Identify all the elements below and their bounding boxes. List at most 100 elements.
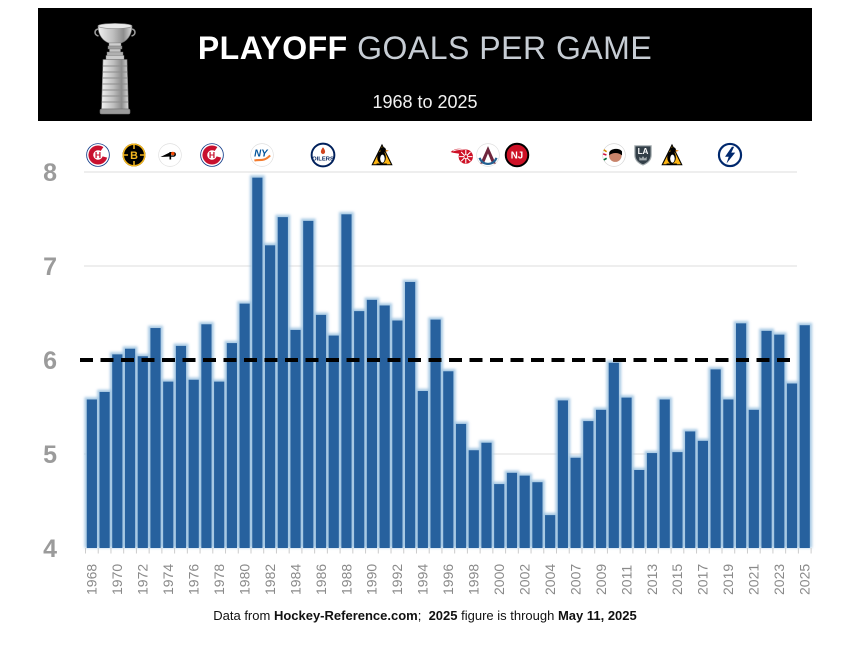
- logo-blackhawks-icon: [601, 142, 627, 168]
- logo-lightning-icon: [717, 142, 743, 168]
- bar-2024: [786, 383, 798, 548]
- bar-1990: [366, 299, 378, 548]
- bar-2018: [710, 369, 721, 548]
- bar-2023: [774, 334, 785, 548]
- x-label-1980: 1980: [236, 564, 252, 595]
- bar-1982: [264, 245, 276, 548]
- bar-2022: [761, 330, 772, 548]
- logo-devils-icon: NJ: [504, 142, 530, 168]
- x-label-1968: 1968: [84, 564, 100, 595]
- bar-2017: [697, 440, 709, 548]
- bar-2007: [570, 457, 581, 548]
- bar-1993: [405, 281, 416, 548]
- x-label-1970: 1970: [109, 564, 125, 595]
- footer-prefix: Data from: [213, 608, 274, 623]
- bar-1991: [379, 305, 390, 548]
- x-label-1986: 1986: [313, 564, 329, 595]
- x-label-2019: 2019: [720, 564, 736, 595]
- x-label-2004: 2004: [542, 564, 558, 595]
- x-label-1978: 1978: [211, 564, 227, 595]
- bar-1994: [417, 391, 428, 548]
- title-playoff: PLAYOFF: [197, 30, 348, 66]
- bar-1976: [188, 379, 199, 548]
- bar-1968: [86, 399, 97, 548]
- x-label-2023: 2023: [771, 564, 787, 595]
- svg-text:OILERS: OILERS: [312, 157, 334, 163]
- bar-2019: [723, 399, 734, 548]
- page-title: PLAYOFF GOALS PER GAME: [38, 30, 812, 67]
- logo-flyers-icon: P: [157, 142, 183, 168]
- y-label-5: 5: [43, 441, 57, 469]
- footer-date: May 11, 2025: [557, 608, 637, 623]
- svg-text:B: B: [130, 150, 138, 162]
- bar-2008: [583, 421, 594, 548]
- logo-penguins-icon: [659, 142, 685, 168]
- bar-1989: [354, 311, 365, 548]
- x-label-2002: 2002: [516, 564, 532, 595]
- bar-2012: [634, 469, 645, 548]
- bar-1986: [315, 314, 327, 548]
- x-label-2025: 2025: [797, 564, 813, 595]
- bar-1974: [163, 381, 174, 548]
- x-axis-labels: 1968 1970 1972 1974 1976 1978 1980 1982 1984 1986…: [84, 564, 813, 595]
- bar-1972: [137, 356, 148, 548]
- bar-1975: [175, 345, 187, 548]
- x-label-1974: 1974: [160, 564, 176, 595]
- bar-1980: [239, 303, 250, 548]
- bar-1969: [99, 391, 110, 548]
- logo-oilers-icon: OILERS: [310, 142, 336, 168]
- title-goals-per-game: GOALS PER GAME: [347, 30, 653, 66]
- page-subtitle: 1968 to 2025: [372, 92, 478, 112]
- bar-2020: [735, 323, 747, 548]
- bar-2004: [545, 515, 556, 548]
- header-banner: PLAYOFF GOALS PER GAME 1968 to 2025: [38, 8, 812, 121]
- bar-1985: [303, 220, 314, 548]
- bar-1995: [430, 319, 441, 548]
- x-label-1990: 1990: [364, 564, 380, 595]
- footer-middle: figure is through: [457, 608, 558, 623]
- bar-1979: [226, 343, 237, 548]
- bar-1978: [214, 381, 225, 548]
- bar-2025: [799, 325, 810, 548]
- bar-1997: [455, 423, 467, 548]
- x-label-2007: 2007: [567, 564, 583, 595]
- x-label-1994: 1994: [415, 564, 431, 595]
- x-label-1982: 1982: [262, 564, 278, 595]
- bar-1983: [277, 217, 288, 548]
- svg-text:P: P: [169, 151, 177, 163]
- x-label-2021: 2021: [746, 564, 762, 595]
- y-label-6: 6: [43, 347, 57, 375]
- bars: [86, 177, 810, 549]
- footer-note: Data from Hockey-Reference.com; 2025 fig…: [0, 608, 850, 623]
- bar-1996: [443, 371, 454, 548]
- bar-2021: [748, 409, 759, 548]
- logo-islanders-icon: NY: [249, 142, 275, 168]
- x-label-2013: 2013: [644, 564, 660, 595]
- x-label-1998: 1998: [466, 564, 482, 595]
- x-label-2009: 2009: [593, 564, 609, 595]
- y-label-4: 4: [43, 535, 57, 563]
- svg-text:H: H: [95, 150, 101, 160]
- bar-2003: [532, 482, 543, 548]
- bar-1988: [341, 214, 352, 549]
- bar-1992: [392, 320, 403, 548]
- x-label-2011: 2011: [618, 565, 634, 595]
- x-label-2017: 2017: [695, 564, 711, 595]
- bar-1998: [468, 450, 479, 548]
- bar-2016: [685, 431, 696, 548]
- logo-redwings-icon: [449, 142, 475, 168]
- x-axis-ticks: [85, 548, 812, 554]
- stanley-cup-trophy-icon: [93, 21, 137, 117]
- logo-penguins-icon: [369, 142, 395, 168]
- svg-text:LA: LA: [638, 147, 649, 156]
- bar-2000: [494, 484, 505, 548]
- bar-2015: [672, 452, 683, 548]
- bar-2009: [595, 409, 607, 548]
- logo-canadiens-icon: H: [199, 142, 225, 168]
- goals-per-game-bar-chart: 1968 1970 1972 1974 1976 1978 1980 1982 1984 1986…: [43, 159, 813, 595]
- x-label-1976: 1976: [186, 564, 202, 595]
- bar-1971: [124, 348, 136, 548]
- bar-2011: [621, 397, 632, 548]
- logo-bruins-icon: B: [121, 142, 147, 168]
- bar-2010: [608, 362, 619, 548]
